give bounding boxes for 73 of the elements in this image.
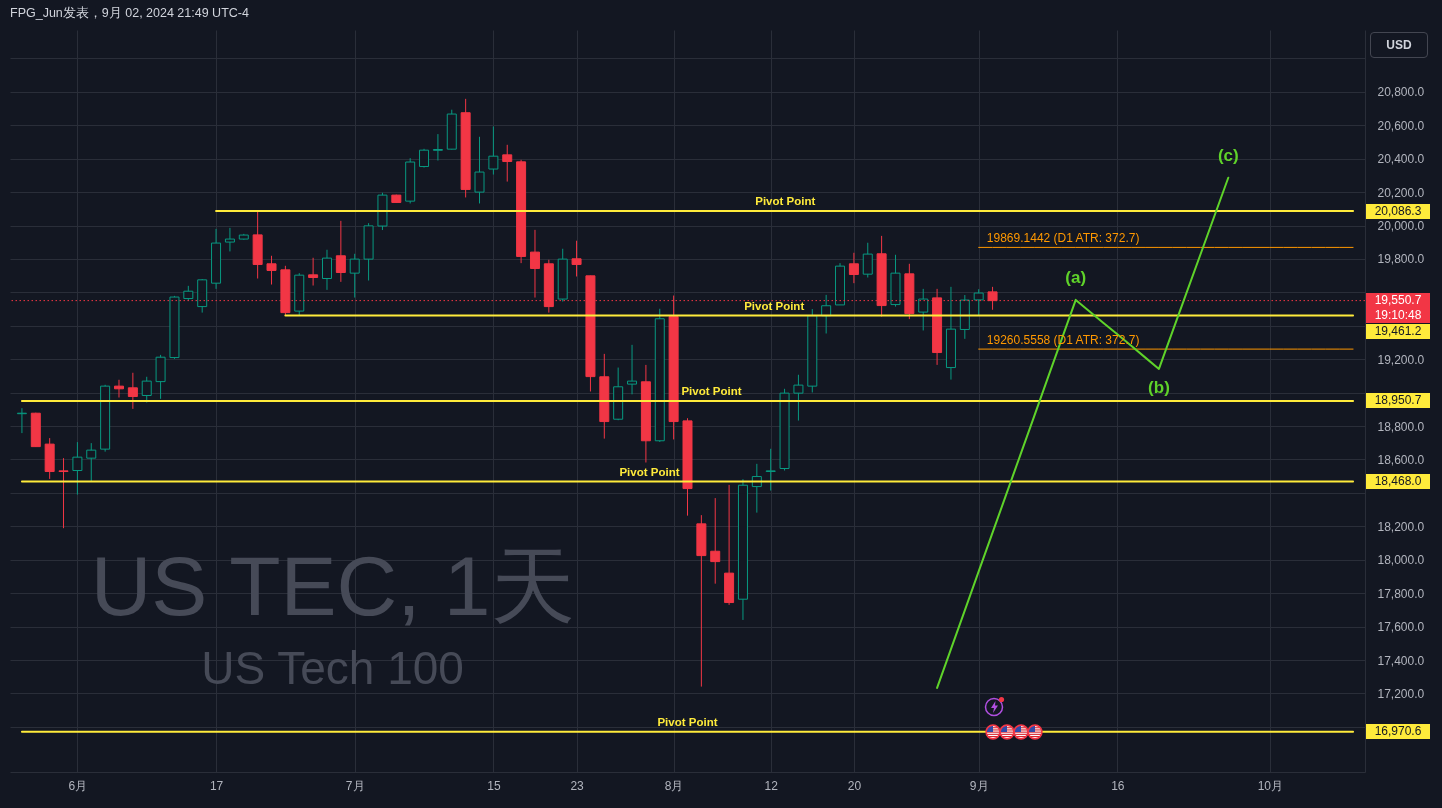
series-label: 19869.1442 (D1 ATR: 372.7) — [986, 231, 1140, 246]
line-series — [936, 176, 1230, 689]
candlestick — [571, 240, 582, 277]
candlestick — [308, 257, 319, 287]
candlestick — [127, 372, 138, 410]
y-tick-label: 20,200.0 — [1377, 185, 1425, 200]
y-tick-label: 19,800.0 — [1377, 252, 1425, 267]
data-label: 18,468.0 — [1366, 474, 1430, 490]
x-tick-label: 10月 — [1257, 778, 1284, 793]
candlestick — [862, 242, 873, 278]
candlestick — [419, 148, 430, 169]
x-tick-label: 20 — [847, 778, 862, 793]
y-tick-label: 19,200.0 — [1377, 352, 1425, 367]
candlestick — [529, 229, 540, 299]
series-label: Pivot Point — [743, 299, 806, 313]
candlestick — [488, 125, 499, 176]
x-tick-label: 23 — [570, 778, 585, 793]
y-tick-label: 20,800.0 — [1377, 85, 1425, 100]
x-tick-label: 9月 — [969, 778, 989, 793]
x-tick-label: 17 — [209, 778, 224, 793]
candlestick — [72, 441, 83, 496]
series-label: Pivot Point — [680, 384, 743, 398]
x-tick-label: 15 — [487, 778, 501, 793]
candlestick — [848, 252, 859, 284]
text: FPG_Jun发表，9月 02, 2024 21:49 UTC-4 — [10, 6, 249, 21]
candlestick — [710, 497, 721, 585]
y-tick-label: 17,800.0 — [1377, 586, 1425, 601]
candlestick — [765, 448, 776, 492]
candlestick — [141, 376, 152, 403]
candlestick — [58, 457, 69, 529]
data-label: 18,950.7 — [1366, 393, 1430, 409]
x-tick-label: 16 — [1111, 778, 1125, 793]
x-tick-label: 7月 — [345, 778, 365, 793]
y-tick-label: 18,000.0 — [1377, 553, 1425, 568]
candlestick — [86, 442, 97, 483]
text: 19:10:48 — [1366, 308, 1430, 324]
candlestick — [918, 288, 929, 331]
candlestick — [432, 133, 443, 162]
candlestick — [502, 144, 513, 183]
y-tick-label: 20,400.0 — [1377, 152, 1425, 167]
y-tick-label: 17,200.0 — [1377, 686, 1425, 701]
y-tick-label: 20,600.0 — [1377, 118, 1425, 133]
x-tick-label: 12 — [764, 778, 779, 793]
candlestick — [821, 294, 832, 334]
candlestick — [793, 374, 804, 422]
y-tick-label: 17,600.0 — [1377, 620, 1425, 635]
currency-button: USD — [1370, 32, 1428, 58]
candlestick — [113, 379, 124, 398]
y-tick-label: 18,200.0 — [1377, 519, 1425, 534]
candlestick — [224, 227, 235, 252]
candlestick — [973, 288, 984, 317]
ref-line-label: 19,550.7 — [1366, 293, 1430, 309]
series-label: Pivot Point — [656, 715, 719, 729]
data-label: 20,086.3 — [1366, 203, 1430, 219]
annotation: (a) — [1065, 267, 1087, 287]
candlestick — [627, 344, 638, 395]
y-tick-label: 17,400.0 — [1377, 653, 1425, 668]
x-tick-label: 6月 — [68, 778, 88, 793]
annotation: (c) — [1217, 145, 1239, 165]
candlestick — [335, 220, 346, 283]
candlestick — [266, 255, 277, 286]
data-label: 19,461.2 — [1366, 324, 1430, 340]
data-label: 16,970.6 — [1366, 724, 1430, 740]
x-tick-label: 8月 — [664, 778, 684, 793]
y-tick-label: 18,800.0 — [1377, 419, 1425, 434]
y-tick-label: 18,600.0 — [1377, 452, 1425, 467]
series-label: Pivot Point — [754, 195, 817, 209]
y-tick-label: 20,000.0 — [1377, 219, 1425, 234]
candlestick — [349, 253, 360, 299]
candlestick — [474, 136, 485, 204]
annotation: (b) — [1148, 377, 1170, 397]
series-label: Pivot Point — [618, 465, 681, 479]
candlestick — [321, 249, 332, 291]
